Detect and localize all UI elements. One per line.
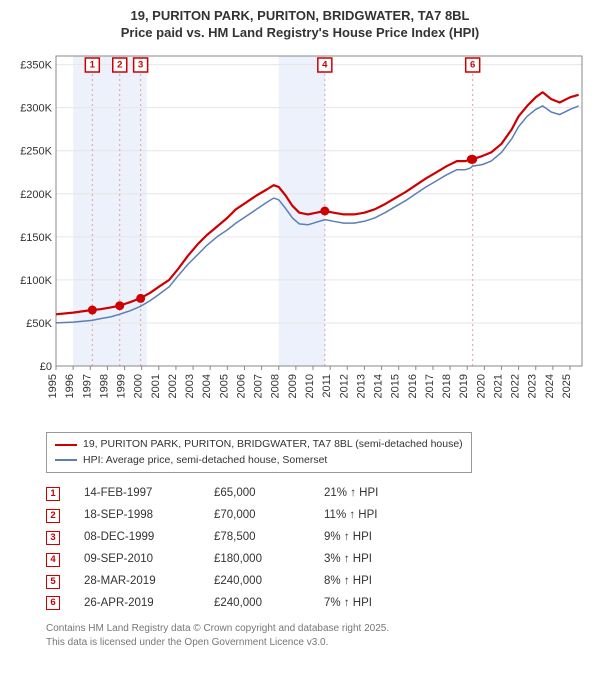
x-tick-label: 2010	[304, 374, 316, 398]
x-tick-label: 2016	[407, 374, 419, 398]
chart-title: 19, PURITON PARK, PURITON, BRIDGWATER, T…	[12, 8, 588, 42]
event-label-number: 6	[470, 59, 475, 70]
event-price: £70,000	[214, 505, 324, 527]
x-tick-label: 1999	[116, 374, 128, 398]
event-price: £240,000	[214, 593, 324, 615]
event-row: 6 26-APR-2019£240,0007% ↑ HPI	[46, 593, 588, 615]
x-tick-label: 2012	[338, 374, 350, 398]
x-tick-label: 1998	[98, 374, 110, 398]
event-row: 3 08-DEC-1999£78,5009% ↑ HPI	[46, 527, 588, 549]
event-pct: 21% ↑ HPI	[324, 483, 444, 505]
event-row: 2 18-SEP-1998£70,00011% ↑ HPI	[46, 505, 588, 527]
footer-line-2: This data is licensed under the Open Gov…	[46, 636, 588, 650]
event-dot	[136, 294, 145, 303]
x-tick-label: 1997	[81, 374, 93, 398]
x-tick-label: 2021	[492, 374, 504, 398]
event-pct: 7% ↑ HPI	[324, 593, 444, 615]
legend-row: HPI: Average price, semi-detached house,…	[55, 453, 463, 469]
event-price: £65,000	[214, 483, 324, 505]
x-tick-label: 1995	[47, 374, 59, 398]
event-date: 18-SEP-1998	[84, 505, 214, 527]
event-date: 28-MAR-2019	[84, 571, 214, 593]
x-tick-label: 2025	[561, 374, 573, 398]
event-label-number: 2	[117, 59, 122, 70]
event-date: 09-SEP-2010	[84, 549, 214, 571]
x-tick-label: 2002	[167, 374, 179, 398]
event-row: 5 28-MAR-2019£240,0008% ↑ HPI	[46, 571, 588, 593]
legend-label: 19, PURITON PARK, PURITON, BRIDGWATER, T…	[83, 437, 463, 453]
y-tick-label: £300K	[20, 102, 52, 114]
title-line-2: Price paid vs. HM Land Registry's House …	[12, 25, 588, 42]
event-pct: 9% ↑ HPI	[324, 527, 444, 549]
event-price: £78,500	[214, 527, 324, 549]
event-dot	[468, 155, 477, 164]
y-tick-label: £150K	[20, 232, 52, 244]
events-table: 1 14-FEB-1997£65,00021% ↑ HPI 2 18-SEP-1998…	[46, 483, 588, 614]
legend-swatch	[55, 459, 77, 461]
x-tick-label: 2023	[527, 374, 539, 398]
x-tick-label: 2008	[270, 374, 282, 398]
y-tick-label: £350K	[20, 59, 52, 71]
x-tick-label: 2013	[355, 374, 367, 398]
event-price: £240,000	[214, 571, 324, 593]
event-dot	[115, 301, 124, 310]
x-tick-label: 2004	[201, 374, 213, 398]
event-number-box: 5	[46, 575, 60, 589]
event-number-box: 1	[46, 487, 60, 501]
y-tick-label: £50K	[26, 318, 52, 330]
shaded-band	[73, 56, 147, 366]
event-row: 4 09-SEP-2010£180,0003% ↑ HPI	[46, 549, 588, 571]
y-tick-label: £250K	[20, 146, 52, 158]
title-line-1: 19, PURITON PARK, PURITON, BRIDGWATER, T…	[12, 8, 588, 25]
line-chart: £0 £50K £100K £150K £200K £250K £300K £350K 1 2 3 4…	[12, 46, 588, 426]
legend-label: HPI: Average price, semi-detached house,…	[83, 453, 327, 469]
legend-swatch	[55, 444, 77, 446]
x-tick-label: 2014	[373, 374, 385, 398]
chart-svg: £0 £50K £100K £150K £200K £250K £300K £350K 1 2 3 4…	[12, 46, 588, 426]
legend: 19, PURITON PARK, PURITON, BRIDGWATER, T…	[46, 432, 472, 474]
y-tick-label: £200K	[20, 189, 52, 201]
event-number-box: 3	[46, 531, 60, 545]
x-tick-label: 2022	[510, 374, 522, 398]
shaded-band	[279, 56, 325, 366]
event-label-number: 1	[90, 59, 96, 70]
event-pct: 3% ↑ HPI	[324, 549, 444, 571]
x-tick-label: 2003	[184, 374, 196, 398]
event-date: 26-APR-2019	[84, 593, 214, 615]
x-tick-label: 2015	[390, 374, 402, 398]
event-date: 14-FEB-1997	[84, 483, 214, 505]
event-row: 1 14-FEB-1997£65,00021% ↑ HPI	[46, 483, 588, 505]
x-tick-label: 1996	[64, 374, 76, 398]
x-tick-label: 2006	[235, 374, 247, 398]
event-number-box: 6	[46, 596, 60, 610]
event-number-box: 4	[46, 553, 60, 567]
x-tick-label: 2005	[218, 374, 230, 398]
x-tick-label: 2011	[321, 374, 333, 398]
x-tick-label: 2019	[458, 374, 470, 398]
event-price: £180,000	[214, 549, 324, 571]
y-tick-label: £0	[40, 361, 52, 373]
y-tick-label: £100K	[20, 275, 52, 287]
footer-note: Contains HM Land Registry data © Crown c…	[46, 622, 588, 649]
event-pct: 8% ↑ HPI	[324, 571, 444, 593]
event-date: 08-DEC-1999	[84, 527, 214, 549]
x-tick-label: 2001	[150, 374, 162, 398]
x-tick-label: 2009	[287, 374, 299, 398]
footer-line-1: Contains HM Land Registry data © Crown c…	[46, 622, 588, 636]
event-label-number: 3	[138, 59, 143, 70]
event-pct: 11% ↑ HPI	[324, 505, 444, 527]
x-tick-label: 2007	[253, 374, 265, 398]
x-tick-label: 2024	[544, 374, 556, 398]
x-tick-label: 2000	[133, 374, 145, 398]
event-number-box: 2	[46, 509, 60, 523]
legend-row: 19, PURITON PARK, PURITON, BRIDGWATER, T…	[55, 437, 463, 453]
event-dot	[88, 305, 97, 314]
x-tick-label: 2020	[475, 374, 487, 398]
event-label-number: 4	[322, 59, 328, 70]
x-tick-label: 2018	[441, 374, 453, 398]
x-tick-label: 2017	[424, 374, 436, 398]
event-dot	[320, 206, 329, 215]
